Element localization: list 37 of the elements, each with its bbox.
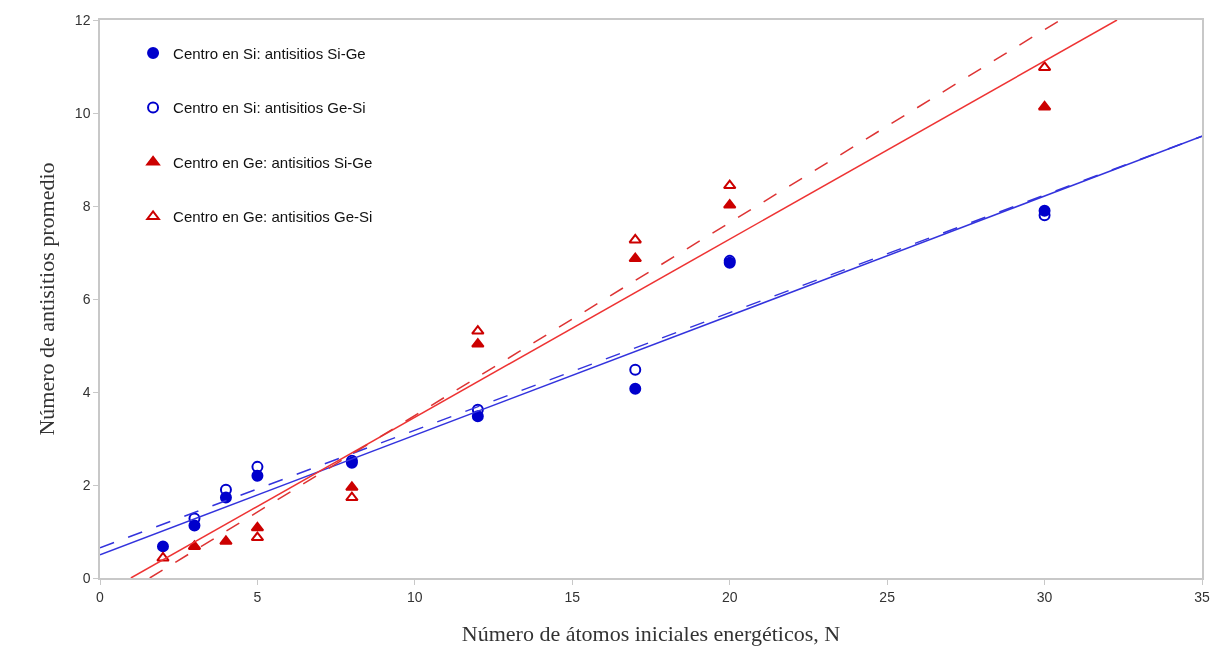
x-tick-label: 25 xyxy=(879,588,896,605)
point xyxy=(471,338,485,348)
point xyxy=(345,491,359,502)
point xyxy=(1037,100,1052,111)
point xyxy=(722,179,737,190)
y-tick-label: 8 xyxy=(82,197,91,214)
x-tick-label: 20 xyxy=(721,588,738,605)
y-tick-label: 6 xyxy=(82,290,91,307)
legend-label: Centro en Si: antisitios Si-Ge xyxy=(173,44,366,62)
point xyxy=(251,460,264,473)
point xyxy=(156,552,170,562)
x-axis-title: Número de átomos iniciales energéticos, N xyxy=(461,620,841,646)
y-tick-label: 2 xyxy=(82,476,91,493)
point xyxy=(156,540,169,553)
y-tick-label: 10 xyxy=(74,104,91,121)
x-tick-label: 15 xyxy=(564,588,581,605)
x-tick-label: 0 xyxy=(96,588,105,605)
y-tick-label: 4 xyxy=(82,383,91,400)
point xyxy=(629,382,642,395)
legend-label: Centro en Ge: antisitios Ge-Si xyxy=(173,208,373,226)
point xyxy=(250,521,265,532)
x-tick-label: 30 xyxy=(1036,588,1053,605)
point xyxy=(628,252,643,263)
point xyxy=(219,535,233,545)
y-tick-label: 12 xyxy=(74,11,91,28)
x-tick-label: 10 xyxy=(407,588,423,605)
x-tick-label: 5 xyxy=(253,588,262,605)
point xyxy=(629,363,642,376)
point xyxy=(628,233,643,244)
x-tick-label: 35 xyxy=(1194,588,1210,605)
point xyxy=(250,531,265,542)
point xyxy=(471,325,485,335)
point xyxy=(345,481,359,491)
y-tick-label: 0 xyxy=(82,569,91,586)
y-axis-title: Número de antisitios promedio xyxy=(34,162,60,436)
legend-label: Centro en Ge: antisitios Si-Ge xyxy=(173,153,373,171)
legend-label: Centro en Si: antisitios Ge-Si xyxy=(173,99,366,117)
